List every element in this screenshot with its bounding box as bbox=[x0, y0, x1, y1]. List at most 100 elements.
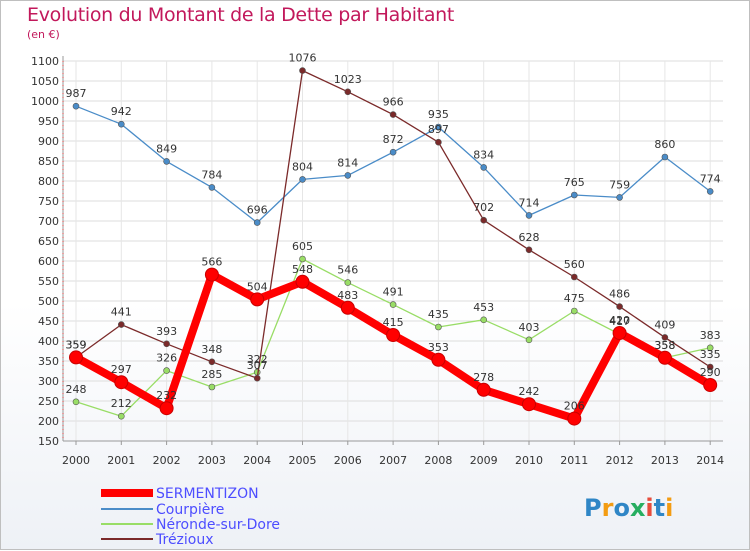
data-label: 491 bbox=[383, 286, 404, 299]
data-label: 297 bbox=[111, 363, 132, 376]
x-tick-label: 2008 bbox=[424, 454, 452, 467]
data-point bbox=[480, 216, 488, 224]
data-point bbox=[435, 323, 442, 331]
data-label: 560 bbox=[564, 258, 585, 271]
data-label: 804 bbox=[292, 160, 313, 173]
data-point bbox=[344, 279, 352, 286]
data-label: 441 bbox=[111, 306, 132, 319]
data-label: 353 bbox=[428, 341, 449, 354]
data-point bbox=[208, 184, 216, 191]
data-label: 849 bbox=[156, 142, 177, 155]
data-label: 483 bbox=[337, 289, 358, 302]
y-tick-label: 1050 bbox=[31, 75, 59, 88]
x-tick-label: 2004 bbox=[243, 454, 271, 467]
logo-letter: o bbox=[613, 494, 630, 522]
data-label: 417 bbox=[609, 315, 630, 328]
x-tick-label: 2014 bbox=[696, 454, 724, 467]
y-tick-label: 250 bbox=[38, 395, 59, 408]
proxiti-logo: Proxiti bbox=[584, 494, 673, 522]
data-point bbox=[616, 303, 623, 310]
data-label: 774 bbox=[700, 172, 721, 185]
data-label: 359 bbox=[66, 338, 87, 351]
data-point bbox=[114, 375, 129, 390]
data-point bbox=[208, 383, 216, 391]
data-label: 383 bbox=[700, 329, 721, 342]
data-label: 1023 bbox=[334, 73, 362, 86]
data-label: 322 bbox=[247, 353, 268, 366]
data-label: 628 bbox=[519, 231, 540, 244]
data-point bbox=[299, 255, 306, 263]
data-label: 814 bbox=[337, 156, 358, 169]
data-label: 335 bbox=[700, 348, 721, 361]
data-point bbox=[525, 246, 533, 254]
chart-title: Evolution du Montant de la Dette par Hab… bbox=[27, 4, 455, 26]
data-label: 1076 bbox=[289, 52, 317, 65]
y-tick-label: 550 bbox=[38, 275, 59, 288]
data-label: 696 bbox=[247, 204, 268, 217]
data-label: 290 bbox=[700, 366, 721, 379]
data-label: 326 bbox=[156, 352, 177, 365]
data-label: 453 bbox=[473, 301, 494, 314]
data-point bbox=[295, 274, 310, 289]
data-point bbox=[480, 164, 488, 171]
data-point bbox=[250, 292, 265, 307]
x-tick-label: 2000 bbox=[62, 454, 90, 467]
y-tick-label: 850 bbox=[38, 155, 59, 168]
data-point bbox=[435, 138, 442, 146]
data-label: 897 bbox=[428, 123, 449, 136]
data-label: 348 bbox=[201, 343, 222, 356]
y-tick-label: 350 bbox=[38, 355, 59, 368]
x-tick-label: 2005 bbox=[289, 454, 317, 467]
data-point bbox=[118, 412, 125, 420]
x-tick-label: 2013 bbox=[651, 454, 679, 467]
data-label: 548 bbox=[292, 263, 313, 276]
data-point bbox=[476, 382, 491, 397]
data-point bbox=[389, 148, 397, 156]
data-point bbox=[661, 153, 669, 161]
data-point bbox=[706, 363, 714, 371]
data-label: 248 bbox=[66, 383, 87, 396]
data-label: 212 bbox=[111, 397, 132, 410]
data-point bbox=[706, 188, 714, 195]
x-tick-label: 2002 bbox=[153, 454, 181, 467]
logo-letter: P bbox=[584, 494, 602, 522]
data-label: 860 bbox=[654, 138, 675, 151]
data-label: 546 bbox=[337, 264, 358, 277]
data-label: 702 bbox=[473, 201, 494, 214]
data-point bbox=[570, 273, 578, 281]
data-label: 232 bbox=[156, 389, 177, 402]
data-point bbox=[163, 158, 170, 165]
y-tick-label: 1100 bbox=[31, 55, 59, 68]
y-tick-label: 1000 bbox=[31, 95, 59, 108]
y-tick-label: 500 bbox=[38, 295, 59, 308]
data-point bbox=[435, 123, 442, 131]
logo-letter: t bbox=[654, 494, 665, 522]
y-tick-label: 800 bbox=[38, 175, 59, 188]
data-label: 435 bbox=[428, 308, 449, 321]
chart-subtitle: (en €) bbox=[27, 28, 60, 41]
x-tick-label: 2006 bbox=[334, 454, 362, 467]
data-label: 358 bbox=[654, 339, 675, 352]
data-point bbox=[522, 397, 536, 412]
data-point bbox=[661, 334, 669, 341]
data-label: 765 bbox=[564, 176, 585, 189]
data-label: 872 bbox=[383, 133, 404, 146]
data-point bbox=[299, 67, 306, 74]
data-point bbox=[616, 194, 623, 201]
data-point bbox=[253, 219, 261, 226]
data-point bbox=[208, 358, 216, 366]
data-label: 966 bbox=[383, 96, 404, 109]
logo-letter: x bbox=[630, 494, 646, 522]
x-tick-label: 2001 bbox=[107, 454, 135, 467]
logo-letter: i bbox=[665, 494, 673, 522]
data-point bbox=[525, 336, 533, 344]
logo-letter: i bbox=[645, 494, 653, 522]
y-tick-label: 400 bbox=[38, 335, 59, 348]
y-tick-label: 900 bbox=[38, 135, 59, 148]
data-point bbox=[253, 374, 261, 382]
data-point bbox=[567, 411, 582, 426]
y-tick-label: 600 bbox=[38, 255, 59, 268]
data-label: 605 bbox=[292, 240, 313, 253]
